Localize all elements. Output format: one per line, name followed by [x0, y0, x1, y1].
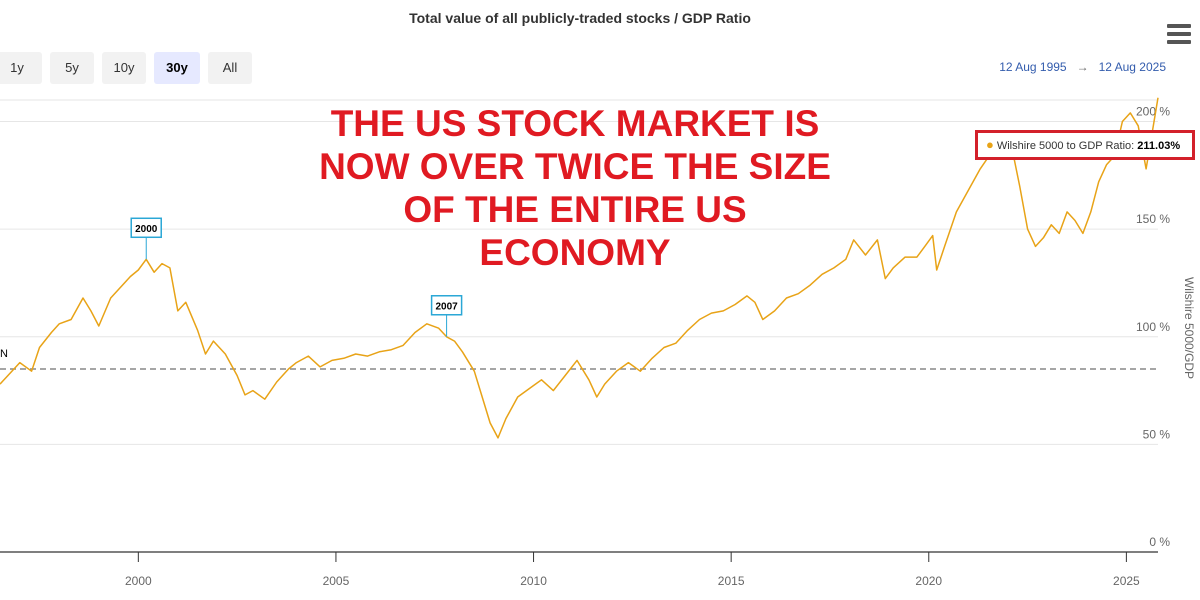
y-tick-label: 100 %: [1136, 320, 1170, 334]
chart-title: Total value of all publicly-traded stock…: [409, 10, 751, 26]
range-button-30y[interactable]: 30y: [154, 52, 200, 84]
range-button-10y[interactable]: 10y: [102, 52, 146, 84]
flag-label: 2000: [135, 224, 158, 235]
date-range: 12 Aug 1995 → 12 Aug 2025: [999, 60, 1166, 74]
range-button-1y[interactable]: 1y: [0, 52, 42, 84]
flag-label: 2007: [435, 301, 458, 312]
series-dot-icon: ●: [986, 137, 994, 152]
tooltip-series-label: Wilshire 5000 to GDP Ratio:: [996, 140, 1138, 152]
flags: 2000 2007: [130, 217, 463, 337]
tooltip-value: 211.03%: [1137, 140, 1181, 152]
flag-2000[interactable]: 2000: [130, 217, 162, 260]
grid-lines: [0, 99, 1158, 445]
y-axis-title: Wilshire 5000/GDP: [1182, 277, 1196, 379]
tooltip-highlight: ● Wilshire 5000 to GDP Ratio: 211.03%: [975, 130, 1195, 160]
headline-line-3: OF THE ENTIRE US: [403, 189, 747, 230]
x-tick-label: 2020: [915, 574, 942, 588]
range-button-5y[interactable]: 5y: [50, 52, 94, 84]
headline-overlay: THE US STOCK MARKET IS NOW OVER TWICE TH…: [290, 102, 860, 274]
date-from[interactable]: 12 Aug 1995: [999, 60, 1067, 74]
headline-line-4: ECONOMY: [479, 232, 671, 273]
flag-2007[interactable]: 2007: [430, 295, 463, 337]
x-tick-label: 2000: [125, 574, 152, 588]
y-axis: 0 % 50 % 100 % 150 % 200 %: [1136, 105, 1170, 549]
date-to[interactable]: 12 Aug 2025: [1098, 60, 1166, 74]
range-button-all[interactable]: All: [208, 52, 252, 84]
y-tick-label: 50 %: [1143, 427, 1171, 441]
x-tick-label: 2025: [1113, 574, 1140, 588]
x-tick-label: 2010: [520, 574, 547, 588]
y-tick-label: 200 %: [1136, 105, 1170, 119]
flag-box: [430, 295, 463, 316]
hamburger-menu-icon[interactable]: [1167, 24, 1191, 46]
date-range-arrow: →: [1076, 60, 1089, 74]
x-tick-label: 2015: [718, 574, 745, 588]
y-tick-label: 150 %: [1136, 212, 1170, 226]
x-axis: 2000 2005 2010 2015 2020 2025: [125, 552, 1140, 588]
reference-line-label: N: [0, 348, 8, 360]
y-tick-label: 0 %: [1149, 535, 1170, 549]
headline-line-2: NOW OVER TWICE THE SIZE: [319, 146, 831, 187]
headline-line-1: THE US STOCK MARKET IS: [330, 103, 820, 144]
x-tick-label: 2005: [323, 574, 350, 588]
flag-box: [130, 217, 162, 239]
